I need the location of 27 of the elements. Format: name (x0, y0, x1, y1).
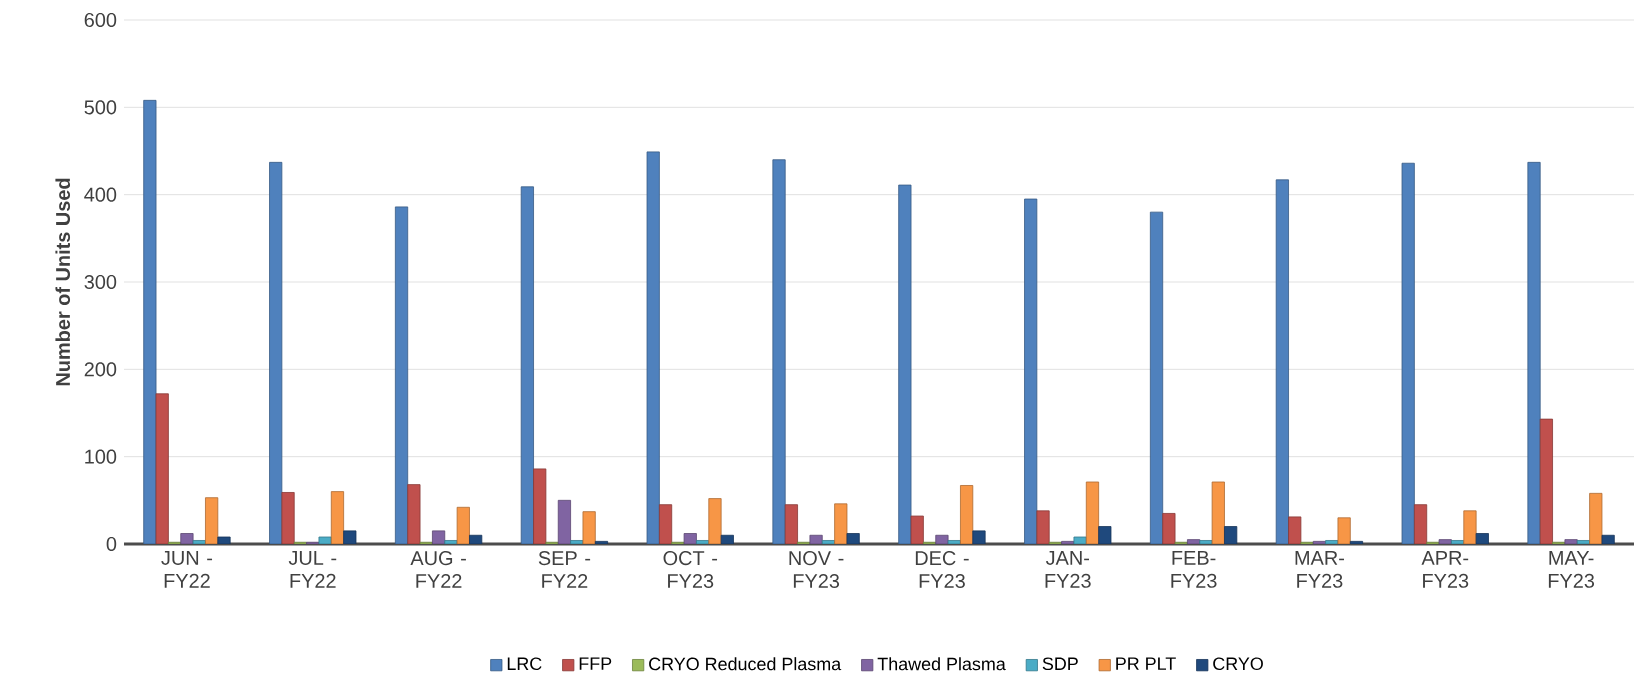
y-tick-label: 100 (85, 449, 117, 464)
x-tick-label: DEC - FY23 (915, 550, 969, 588)
y-tick-label: 0 (106, 536, 117, 551)
x-tick-label: OCT - FY23 (663, 550, 718, 588)
x-tick-label: APR- FY23 (1421, 550, 1469, 588)
x-tick-label: MAY- FY23 (1548, 550, 1595, 588)
x-tick-label: JUN - FY22 (161, 550, 213, 588)
y-tick-label: 500 (84, 100, 117, 115)
y-tick-label: 400 (84, 187, 117, 202)
x-tick-label: JUL - FY22 (288, 550, 337, 588)
legend-label: CRYO (1213, 657, 1263, 671)
x-tick-label: MAR- FY23 (1295, 550, 1344, 588)
legend-label: Thawed Plasma (877, 657, 1006, 671)
y-tick-label: 200 (84, 362, 117, 377)
x-tick-label: SEP - FY22 (538, 550, 591, 588)
x-tick-label: AUG - FY22 (410, 550, 466, 588)
y-axis-title: Number of Units Used (55, 178, 71, 386)
legend-label: LRC (507, 657, 542, 671)
y-tick-label: 300 (84, 274, 117, 289)
y-tick-label: 600 (84, 12, 117, 28)
x-tick-label: JAN- FY23 (1045, 550, 1091, 588)
legend-label: CRYO Reduced Plasma (649, 657, 842, 671)
legend-label: PR PLT (1116, 657, 1176, 670)
legend-label: FFP (579, 657, 612, 670)
legend-label: SDP (1042, 657, 1078, 671)
x-tick-label: NOV - FY23 (789, 550, 844, 588)
x-tick-label: FEB- FY23 (1171, 550, 1217, 588)
